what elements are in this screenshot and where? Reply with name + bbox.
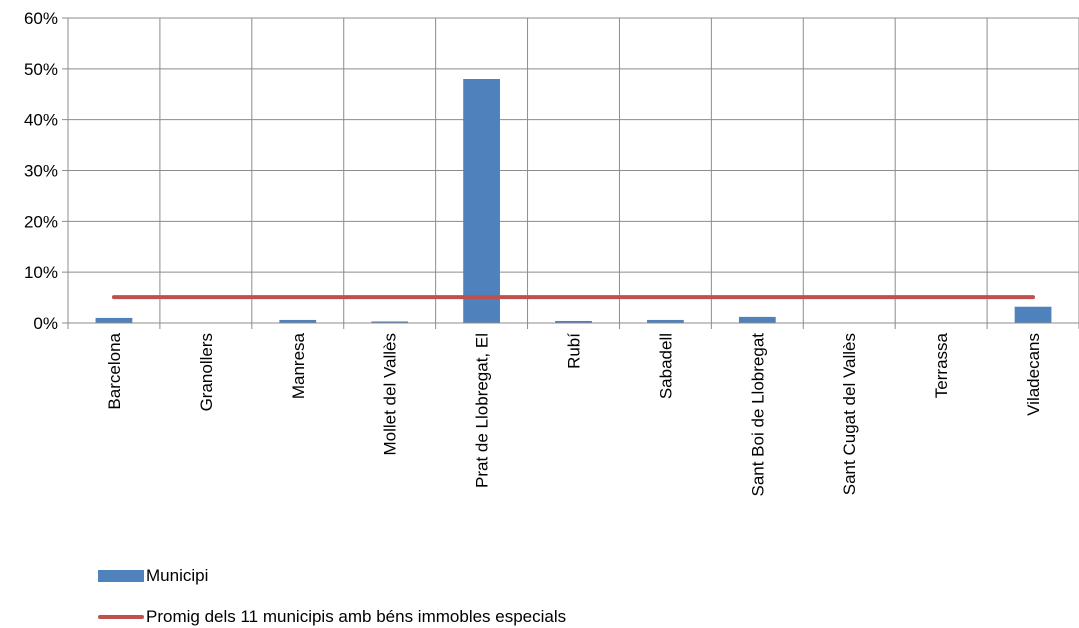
- y-tick-label: 20%: [24, 212, 58, 231]
- x-tick-label: Viladecans: [1024, 333, 1043, 416]
- bar: [647, 319, 684, 323]
- x-tick-label: Terrassa: [932, 332, 951, 398]
- y-tick-label: 0%: [33, 314, 58, 333]
- x-tick-label: Prat de Llobregat, El: [473, 333, 492, 488]
- bar: [555, 320, 592, 323]
- bar: [95, 317, 133, 323]
- x-tick-label: Sabadell: [656, 333, 675, 399]
- y-tick-label: 40%: [24, 111, 58, 130]
- legend-label-municipi: Municipi: [146, 566, 209, 585]
- bar: [1014, 306, 1052, 323]
- legend-label-promig: Promig dels 11 municipis amb béns immobl…: [146, 607, 567, 626]
- y-tick-label: 10%: [24, 263, 58, 282]
- bar: [279, 319, 317, 323]
- x-tick-label: Barcelona: [105, 332, 124, 409]
- chart-plot: 0% 10% 20% 30% 40% 50% 60% Barcelona Granollers M…: [24, 9, 1079, 497]
- y-tick-label: 30%: [24, 162, 58, 181]
- legend-swatch-bar: [98, 570, 144, 582]
- bar: [738, 316, 776, 323]
- x-tick-label: Sant Cugat del Vallès: [840, 333, 859, 495]
- bar: [463, 79, 500, 323]
- x-tick-label: Granollers: [197, 333, 216, 411]
- x-tick-label: Manresa: [289, 332, 308, 399]
- x-tick-label: Mollet del Vallès: [381, 333, 400, 456]
- x-tick-label: Rubí: [565, 333, 584, 369]
- bar: [371, 321, 409, 323]
- legend-item-promig: Promig dels 11 municipis amb béns immobl…: [98, 607, 566, 627]
- y-tick-label: 60%: [24, 9, 58, 28]
- legend-swatch-line: [98, 615, 144, 619]
- x-tick-label: Sant Boi de Llobregat: [748, 333, 767, 497]
- y-tick-label: 50%: [24, 60, 58, 79]
- legend-item-municipi: Municipi: [98, 566, 208, 586]
